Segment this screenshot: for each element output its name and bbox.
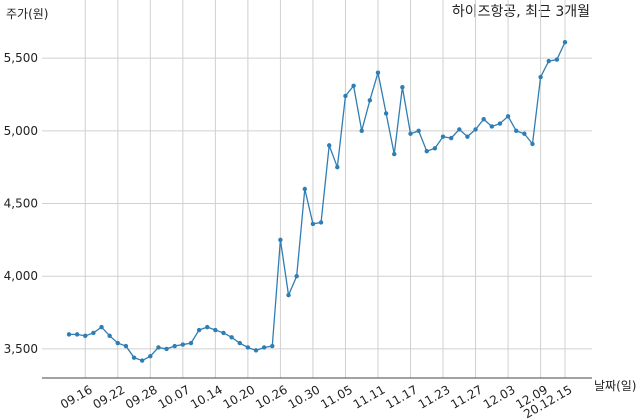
x-tick-label: 11.17 <box>383 382 420 411</box>
point <box>359 128 364 134</box>
point <box>514 128 519 134</box>
point <box>505 114 511 119</box>
point <box>237 340 242 346</box>
point <box>164 346 169 352</box>
x-tick-label: 11.11 <box>351 382 388 411</box>
x-tick-label: 09.16 <box>58 382 95 411</box>
x-tick-label: 11.23 <box>416 382 453 411</box>
point <box>91 330 96 336</box>
point <box>416 128 421 134</box>
point <box>546 58 551 64</box>
point <box>131 355 137 360</box>
point <box>538 74 543 80</box>
point <box>156 345 161 350</box>
x-tick-label: 09.28 <box>123 382 160 411</box>
point <box>383 111 389 116</box>
chart-title: 하이즈항공, 최근 3개월 <box>452 4 590 20</box>
point <box>457 127 462 132</box>
point <box>245 345 251 350</box>
point <box>99 324 104 330</box>
point <box>229 335 234 340</box>
point <box>270 343 275 349</box>
point <box>335 164 340 170</box>
point <box>448 135 454 141</box>
point <box>481 117 486 122</box>
x-tick-label: 10.14 <box>188 382 225 411</box>
point <box>375 70 381 75</box>
point <box>497 121 503 126</box>
point <box>107 333 112 339</box>
point <box>196 327 202 333</box>
point <box>123 343 129 349</box>
point <box>294 274 299 279</box>
point <box>115 340 120 346</box>
point <box>489 124 495 129</box>
y-tick-label: 4,000 <box>4 269 38 283</box>
x-tick-label: 11.05 <box>318 382 355 411</box>
point <box>465 134 470 139</box>
point <box>66 332 72 337</box>
point <box>310 221 316 227</box>
point <box>221 330 226 336</box>
point <box>148 353 153 359</box>
line <box>69 41 566 362</box>
y-tick-label: 5,500 <box>4 51 38 65</box>
point <box>180 342 186 347</box>
x-tick-label: 11.27 <box>448 382 485 411</box>
y-axis-label: 주가(원) <box>6 7 48 21</box>
point <box>343 93 348 99</box>
point <box>432 146 438 151</box>
x-tick-label: 09.22 <box>91 382 128 411</box>
point <box>318 220 324 225</box>
point <box>554 57 560 62</box>
x-tick-label: 10.26 <box>253 382 290 411</box>
point <box>326 143 332 148</box>
point <box>302 186 308 192</box>
point <box>440 134 446 139</box>
point <box>392 151 397 157</box>
point <box>261 345 267 350</box>
y-tick-label: 4,500 <box>4 197 38 211</box>
point <box>205 324 210 330</box>
y-tick-label: 5,000 <box>4 124 38 138</box>
point <box>530 141 535 147</box>
point <box>278 237 283 243</box>
point <box>367 98 373 103</box>
point <box>253 348 259 353</box>
point <box>400 85 405 90</box>
x-axis-label: 날짜(일) <box>594 379 636 393</box>
x-tick-label: 12.03 <box>481 382 518 411</box>
x-tick-label: 10.20 <box>221 382 258 411</box>
point <box>172 343 177 349</box>
point <box>74 332 80 337</box>
x-tick-label: 10.30 <box>286 382 323 411</box>
point <box>473 127 478 132</box>
point <box>139 358 145 363</box>
point <box>188 340 194 346</box>
point <box>83 333 88 339</box>
point <box>408 131 413 136</box>
point <box>522 131 527 136</box>
point <box>562 39 568 45</box>
point <box>424 149 429 154</box>
x-tick-label: 10.07 <box>156 382 193 411</box>
point <box>286 292 291 298</box>
point <box>351 83 356 88</box>
y-tick-label: 3,500 <box>4 342 38 356</box>
point <box>213 327 218 333</box>
